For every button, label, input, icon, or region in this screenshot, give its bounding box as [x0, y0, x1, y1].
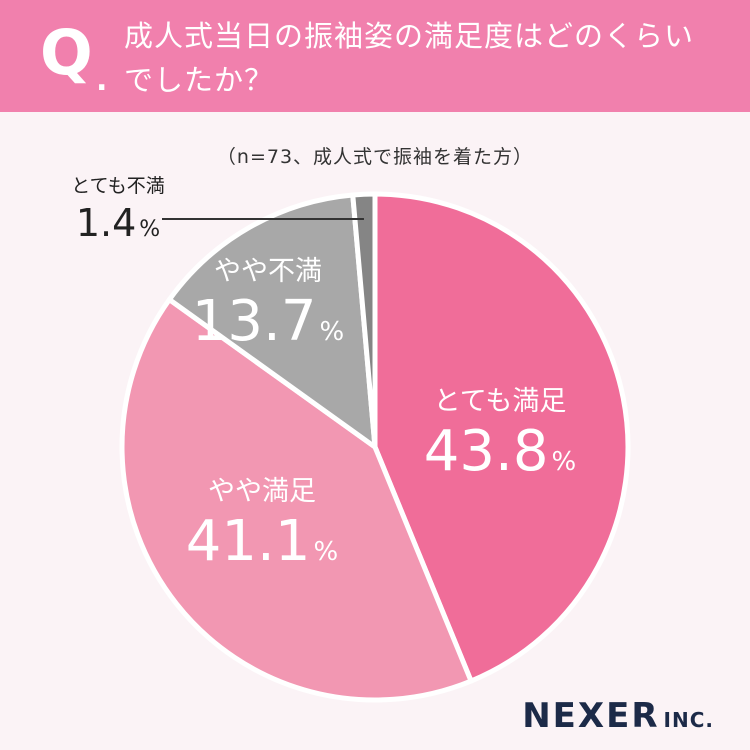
question-line-2: でしたか？	[124, 63, 275, 97]
q-dot: .	[96, 63, 108, 98]
logo-main: NEXER	[522, 696, 660, 736]
pie-slice-2	[119, 297, 474, 703]
slice-value-1: 43.8%	[424, 419, 576, 484]
slice-label-2: やや満足	[208, 476, 316, 507]
pie-slice-3	[166, 192, 378, 450]
slice-value-3: 13.7%	[192, 289, 344, 354]
question-text: 成人式当日の振袖姿の満足度はどのくらい でしたか？	[124, 14, 724, 102]
sample-note: （n=73、成人式で振袖を着た方）	[216, 146, 534, 168]
pie-slice-4	[350, 191, 378, 450]
question-line-1: 成人式当日の振袖姿の満足度はどのくらい	[124, 19, 695, 53]
slice-value-2: 41.1%	[186, 509, 338, 574]
question-banner: Q . 成人式当日の振袖姿の満足度はどのくらい でしたか？	[0, 0, 750, 112]
q-mark: Q	[40, 16, 93, 89]
slice-value-4: 1.4%	[76, 201, 160, 245]
slice-label-4: とても不満	[71, 175, 164, 197]
logo-suffix: INC.	[663, 708, 714, 732]
slice-label-1: とても満足	[434, 386, 567, 417]
nexer-logo: NEXER INC.	[522, 696, 714, 736]
slice-label-3: やや不満	[214, 256, 322, 287]
pie-slice-1	[372, 191, 631, 684]
